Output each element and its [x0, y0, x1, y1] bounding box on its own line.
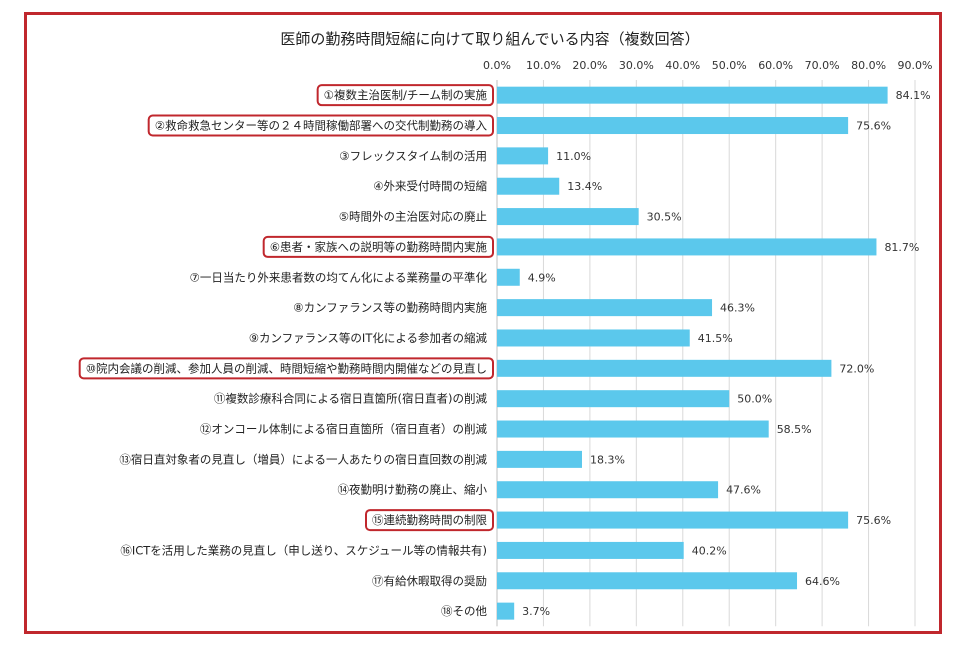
category-label: ⑤時間外の主治医対応の廃止 — [339, 210, 487, 224]
category-label: ⑬宿日直対象者の見直し（増員）による一人あたりの宿日直回数の削減 — [119, 452, 487, 466]
category-label: ⑭夜勤明け勤務の廃止、縮小 — [338, 483, 488, 497]
category-label: ③フレックスタイム制の活用 — [339, 149, 487, 163]
category-label: ⑰有給休暇取得の奨励 — [372, 574, 487, 588]
x-tick-label: 90.0% — [898, 59, 933, 72]
data-label: 58.5% — [777, 423, 812, 436]
category-label: ⑦一日当たり外来患者数の均てん化による業務量の平準化 — [190, 270, 488, 284]
category-label: ⑥患者・家族への説明等の勤務時間内実施 — [270, 240, 488, 254]
data-label: 47.6% — [726, 484, 761, 497]
category-label: ⑩院内会議の削減、参加人員の削減、時間短縮や勤務時間内開催などの見直し — [86, 361, 487, 375]
data-label: 64.6% — [805, 575, 840, 588]
x-tick-label: 40.0% — [665, 59, 700, 72]
bar — [497, 450, 582, 468]
data-label: 81.7% — [884, 241, 919, 254]
data-label: 46.3% — [720, 302, 755, 315]
data-label: 50.0% — [737, 393, 772, 406]
highlight-box — [147, 114, 494, 137]
category-label: ⑧カンファランス等の勤務時間内実施 — [293, 301, 487, 315]
bar — [497, 86, 888, 104]
x-tick-label: 50.0% — [712, 59, 747, 72]
category-label: ⑮連続勤務時間の制限 — [372, 513, 487, 527]
category-label: ②救命救急センター等の２４時間稼働部署への交代制勤務の導入 — [155, 119, 488, 133]
highlight-box — [78, 357, 494, 380]
bar — [497, 268, 520, 286]
x-tick-label: 20.0% — [572, 59, 607, 72]
bar — [497, 147, 549, 165]
data-label: 4.9% — [528, 271, 556, 284]
category-label: ①複数主治医制/チーム制の実施 — [324, 88, 488, 102]
x-tick-label: 0.0% — [483, 59, 511, 72]
x-tick-label: 60.0% — [758, 59, 793, 72]
category-label: ⑫オンコール体制による宿日直箇所（宿日直者）の削減 — [200, 422, 488, 436]
data-label: 75.6% — [856, 120, 891, 133]
bar — [497, 541, 684, 559]
category-label: ⑪複数診療科合同による宿日直箇所(宿日直者)の削減 — [214, 392, 488, 406]
x-tick-label: 70.0% — [805, 59, 840, 72]
x-tick-label: 10.0% — [526, 59, 561, 72]
category-label: ④外来受付時間の短縮 — [373, 179, 487, 193]
bar — [497, 359, 832, 377]
highlight-box — [316, 84, 494, 107]
data-label: 75.6% — [856, 514, 891, 527]
category-label: ⑨カンファランス等のIT化による参加者の縮減 — [249, 331, 488, 345]
bar — [497, 238, 877, 256]
highlight-box — [262, 235, 494, 258]
data-label: 30.5% — [647, 211, 682, 224]
chart-title: 医師の勤務時間短縮に向けて取り組んでいる内容（複数回答） — [280, 30, 700, 48]
bar — [497, 420, 769, 438]
data-label: 18.3% — [590, 453, 625, 466]
data-label: 40.2% — [692, 544, 727, 557]
bar — [497, 299, 713, 317]
bar — [497, 208, 639, 226]
bar — [497, 390, 730, 408]
bar — [497, 481, 719, 499]
bar — [497, 177, 560, 195]
highlight-box — [365, 509, 494, 532]
data-label: 72.0% — [839, 362, 874, 375]
bar — [497, 117, 849, 135]
bar — [497, 572, 798, 590]
x-tick-label: 30.0% — [619, 59, 654, 72]
category-label: ⑯ICTを活用した業務の見直し（申し送り、スケジュール等の情報共有) — [120, 543, 487, 557]
x-tick-label: 80.0% — [851, 59, 886, 72]
data-label: 13.4% — [567, 180, 602, 193]
category-label: ⑱その他 — [441, 604, 487, 618]
data-label: 11.0% — [556, 150, 591, 163]
data-label: 3.7% — [522, 605, 550, 618]
bar — [497, 329, 690, 347]
data-label: 41.5% — [698, 332, 733, 345]
data-label: 84.1% — [896, 89, 931, 102]
bar — [497, 602, 515, 620]
bar — [497, 511, 849, 529]
